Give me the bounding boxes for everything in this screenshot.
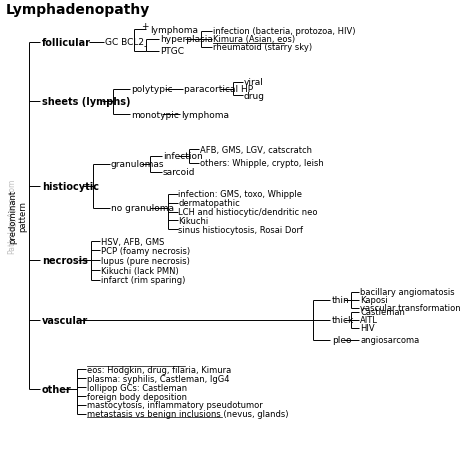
Text: LCH and histiocytic/dendritic neo: LCH and histiocytic/dendritic neo xyxy=(179,207,318,217)
Text: +: + xyxy=(141,21,148,30)
Text: monotypic: monotypic xyxy=(131,111,179,120)
Text: histiocytic: histiocytic xyxy=(42,182,99,192)
Text: Kikuchi: Kikuchi xyxy=(179,217,209,226)
Text: bacillary angiomatosis: bacillary angiomatosis xyxy=(360,288,455,297)
Text: vascular transformation: vascular transformation xyxy=(360,303,461,313)
Text: viral: viral xyxy=(244,78,264,87)
Text: paracortical HP: paracortical HP xyxy=(184,85,253,94)
Text: granulomas: granulomas xyxy=(110,160,164,169)
Text: HSV, AFB, GMS: HSV, AFB, GMS xyxy=(101,238,165,246)
Text: HIV: HIV xyxy=(360,324,375,333)
Text: no granuloma: no granuloma xyxy=(110,204,173,212)
Text: Kikuchi (lack PMN): Kikuchi (lack PMN) xyxy=(101,266,179,275)
Text: infection (bacteria, protozoa, HIV): infection (bacteria, protozoa, HIV) xyxy=(213,27,356,36)
Text: AITL: AITL xyxy=(360,315,378,324)
Text: mastocytosis, inflammatory pseudotumor: mastocytosis, inflammatory pseudotumor xyxy=(87,400,263,410)
Text: GC BCL2: GC BCL2 xyxy=(105,38,144,47)
Text: Kaposi: Kaposi xyxy=(360,296,388,305)
Text: drug: drug xyxy=(244,92,264,101)
Text: hyperplasia: hyperplasia xyxy=(160,35,213,44)
Text: PCP (foamy necrosis): PCP (foamy necrosis) xyxy=(101,246,191,255)
Text: sheets (lymphs): sheets (lymphs) xyxy=(42,97,130,107)
Text: PTGC: PTGC xyxy=(160,47,184,56)
Text: lupus (pure necrosis): lupus (pure necrosis) xyxy=(101,256,190,265)
Text: -: - xyxy=(144,42,147,51)
Text: Kimura (Asian, eos): Kimura (Asian, eos) xyxy=(213,35,295,44)
Text: Castleman: Castleman xyxy=(360,308,405,317)
Text: follicular: follicular xyxy=(42,38,91,48)
Text: others: Whipple, crypto, leish: others: Whipple, crypto, leish xyxy=(200,159,323,168)
Text: foreign body deposition: foreign body deposition xyxy=(87,392,187,401)
Text: pleo: pleo xyxy=(332,335,351,344)
Text: infarct (rim sparing): infarct (rim sparing) xyxy=(101,276,186,285)
Text: dermatopathic: dermatopathic xyxy=(179,199,240,207)
Text: plasma: syphilis, Castleman, IgG4: plasma: syphilis, Castleman, IgG4 xyxy=(87,374,229,383)
Text: sinus histiocytosis, Rosai Dorf: sinus histiocytosis, Rosai Dorf xyxy=(179,225,303,234)
Text: sarcoid: sarcoid xyxy=(163,168,195,177)
Text: Lymphadenopathy: Lymphadenopathy xyxy=(6,3,150,17)
Text: lymphoma: lymphoma xyxy=(150,25,198,35)
Text: PathologyApps.com: PathologyApps.com xyxy=(7,178,16,253)
Text: metastasis vs benign inclusions (nevus, glands): metastasis vs benign inclusions (nevus, … xyxy=(87,410,288,419)
Text: angiosarcoma: angiosarcoma xyxy=(360,335,419,344)
Text: lymphoma: lymphoma xyxy=(181,111,229,120)
Text: other: other xyxy=(42,384,72,394)
Text: AFB, GMS, LGV, catscratch: AFB, GMS, LGV, catscratch xyxy=(200,145,311,154)
Text: thick: thick xyxy=(332,315,354,324)
Text: polytypic: polytypic xyxy=(131,85,173,94)
Text: thin: thin xyxy=(332,296,349,305)
Text: vascular: vascular xyxy=(42,315,88,325)
Text: rheumatoid (starry sky): rheumatoid (starry sky) xyxy=(213,43,312,52)
Text: infection: GMS, toxo, Whipple: infection: GMS, toxo, Whipple xyxy=(179,190,302,199)
Text: lollipop GCs: Castleman: lollipop GCs: Castleman xyxy=(87,383,187,392)
Text: necrosis: necrosis xyxy=(42,256,88,266)
Text: eos: Hodgkin, drug, filaria, Kimura: eos: Hodgkin, drug, filaria, Kimura xyxy=(87,365,231,374)
Text: predominant
pattern: predominant pattern xyxy=(8,189,27,243)
Text: infection: infection xyxy=(163,152,202,161)
